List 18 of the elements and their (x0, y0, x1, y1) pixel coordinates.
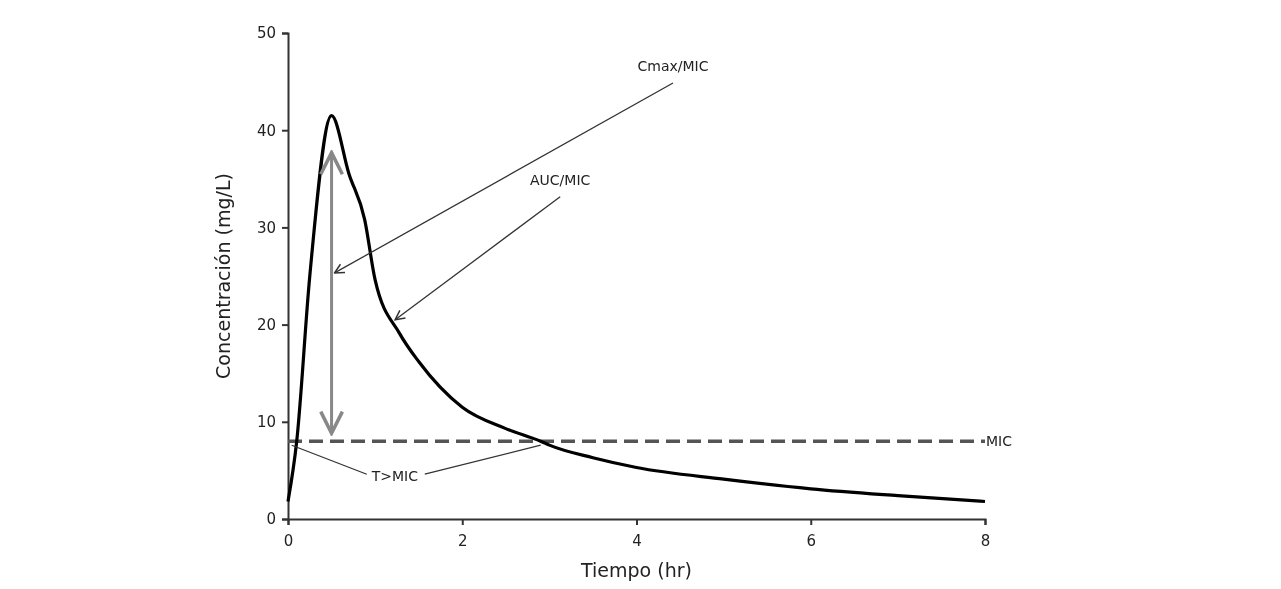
annotation: T>MIC (370, 468, 419, 485)
ref-line-label: MIC (986, 433, 1013, 450)
y-tick-label: 40 (256, 121, 276, 140)
y-tick-label: 0 (266, 510, 276, 529)
x-tick-label: 6 (806, 531, 817, 550)
annotation: Cmax/MIC (637, 58, 709, 74)
y-tick-label: 50 (256, 24, 276, 43)
line-series (286, 114, 987, 504)
x-tick-label: 0 (283, 531, 294, 550)
x-axis-title: Tiempo (hr) (580, 559, 692, 581)
x-tick-label: 2 (457, 531, 468, 550)
y-tick-label: 10 (256, 413, 276, 432)
annotation: AUC/MIC (530, 171, 591, 188)
y-tick-label: 20 (256, 315, 276, 334)
x-tick-label: 8 (980, 531, 991, 550)
y-tick-label: 30 (256, 218, 276, 237)
x-tick-label: 4 (632, 531, 642, 550)
y-axis-title: Concentración (mg/L) (212, 173, 234, 379)
